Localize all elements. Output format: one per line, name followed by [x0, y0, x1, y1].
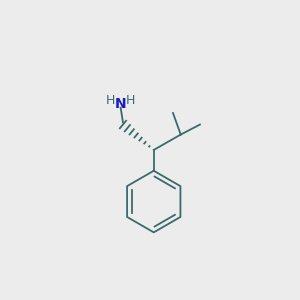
Text: H: H: [106, 94, 115, 107]
Text: H: H: [126, 94, 135, 107]
Text: N: N: [115, 97, 127, 111]
